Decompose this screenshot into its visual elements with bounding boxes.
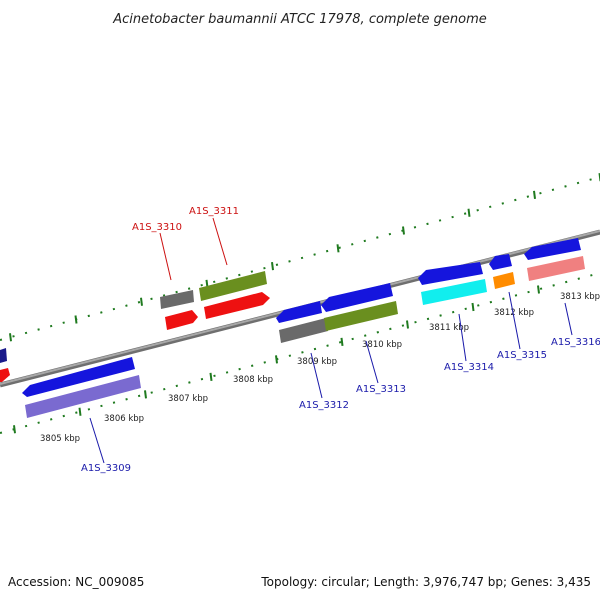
feature-3310-cds[interactable] bbox=[165, 310, 198, 330]
feature-3313-gene[interactable] bbox=[324, 301, 398, 331]
label-leaders bbox=[89, 217, 573, 464]
major-tick-0 bbox=[9, 333, 12, 342]
gene-labels: A1S_3310 A1S_3311 A1S_3309 A1S_3312 A1S_… bbox=[81, 206, 600, 474]
feature-3313-cds[interactable] bbox=[321, 283, 393, 312]
gene-label-3315[interactable]: A1S_3315 bbox=[497, 350, 547, 361]
major-tick-1 bbox=[209, 372, 213, 381]
feature-3315-gene[interactable] bbox=[493, 272, 515, 289]
feature-3311-cds[interactable] bbox=[204, 292, 270, 319]
feature-3311-gene[interactable] bbox=[199, 271, 267, 301]
major-tick-1 bbox=[144, 390, 147, 399]
major-tick-1 bbox=[537, 285, 540, 294]
feature-3316-cds[interactable] bbox=[524, 238, 581, 260]
feature-3315-cds[interactable] bbox=[489, 254, 512, 270]
tick-label-3813: 3813 kbp bbox=[560, 292, 600, 302]
feature-3312-cds[interactable] bbox=[276, 301, 322, 323]
feature-3314-cds[interactable] bbox=[418, 262, 483, 285]
accession-text: Accession: NC_009085 bbox=[8, 575, 144, 589]
tick-label-3805: 3805 kbp bbox=[40, 434, 80, 444]
gene-label-3314[interactable]: A1S_3314 bbox=[444, 362, 494, 373]
feature-3309-cds[interactable] bbox=[22, 357, 135, 397]
major-tick-0 bbox=[74, 315, 78, 324]
major-tick-1 bbox=[13, 425, 16, 434]
major-tick-0 bbox=[533, 190, 536, 200]
gene-label-3313[interactable]: A1S_3313 bbox=[356, 384, 406, 395]
tick-label-3812: 3812 kbp bbox=[494, 308, 534, 318]
gene-label-3312[interactable]: A1S_3312 bbox=[299, 400, 349, 411]
major-tick-0 bbox=[336, 244, 340, 253]
tick-label-3811: 3811 kbp bbox=[429, 323, 469, 333]
tick-labels: 3805 kbp 3806 kbp 3807 kbp 3808 kbp 3809… bbox=[40, 292, 600, 444]
feature-3314-gene[interactable] bbox=[421, 279, 487, 305]
feature-3310-gene[interactable] bbox=[160, 290, 194, 309]
topology-summary: Topology: circular; Length: 3,976,747 bp… bbox=[260, 575, 591, 589]
map-title: Acinetobacter baumannii ATCC 17978, comp… bbox=[112, 12, 487, 27]
major-tick-0 bbox=[140, 297, 143, 306]
forward-features bbox=[160, 271, 270, 330]
feature-3312-gene[interactable] bbox=[279, 318, 328, 343]
gene-label-3311[interactable]: A1S_3311 bbox=[189, 206, 239, 217]
feature-3309-gene[interactable] bbox=[25, 375, 141, 418]
tick-label-3809: 3809 kbp bbox=[297, 357, 337, 367]
tick-label-3806: 3806 kbp bbox=[104, 414, 144, 424]
tick-label-3810: 3810 kbp bbox=[362, 340, 402, 350]
tick-label-3808: 3808 kbp bbox=[233, 375, 273, 385]
major-tick-0 bbox=[467, 208, 471, 217]
feature-partial-left-cds[interactable] bbox=[0, 368, 10, 382]
major-tick-1 bbox=[340, 337, 344, 347]
major-tick-0 bbox=[271, 261, 274, 271]
reverse-features bbox=[0, 238, 585, 418]
feature-3316-gene[interactable] bbox=[527, 256, 585, 281]
gene-label-3316[interactable]: A1S_3316 bbox=[551, 337, 600, 348]
gene-label-3310[interactable]: A1S_3310 bbox=[132, 222, 182, 233]
major-tick-1 bbox=[275, 355, 278, 364]
feature-partial-left-gene[interactable] bbox=[0, 348, 7, 363]
major-tick-0 bbox=[402, 226, 405, 235]
major-tick-1 bbox=[406, 320, 409, 329]
tick-label-3807: 3807 kbp bbox=[168, 394, 208, 404]
major-tick-1 bbox=[78, 407, 82, 416]
major-tick-1 bbox=[471, 302, 475, 312]
gene-label-3309[interactable]: A1S_3309 bbox=[81, 463, 131, 474]
